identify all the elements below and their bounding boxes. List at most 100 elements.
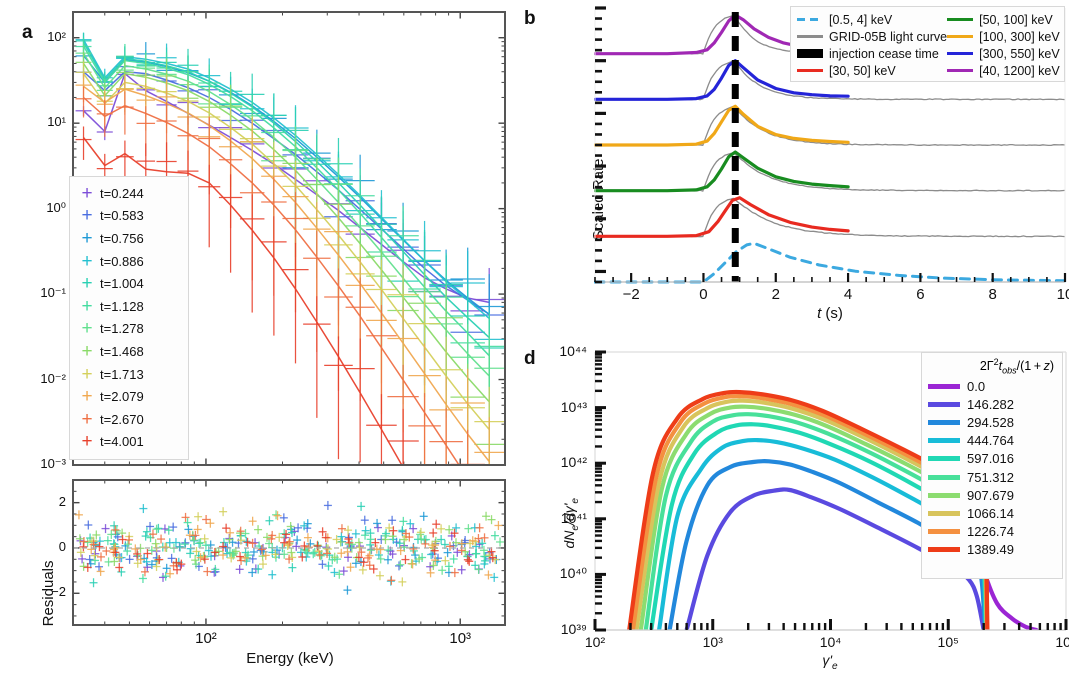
panel-d-legend-item[interactable]: 1389.49 — [928, 541, 1056, 559]
panel-a-legend-item[interactable]: + t=2.670 — [74, 408, 184, 431]
panel-d-xlabel: γ'e — [822, 652, 838, 672]
panel-d-legend-item[interactable]: 294.528 — [928, 413, 1056, 431]
line-swatch-icon — [947, 52, 974, 55]
panel-d-ytick: 10⁴⁴ — [559, 343, 587, 359]
line-swatch-icon — [947, 18, 974, 21]
panel-a-legend-item[interactable]: + t=4.001 — [74, 431, 184, 454]
line-swatch-icon — [928, 529, 960, 535]
line-swatch-icon — [928, 419, 960, 425]
panel-b-legend-label: [50, 100] keV — [979, 12, 1053, 27]
cross-marker-icon: + — [81, 408, 93, 430]
cross-marker-icon: + — [81, 386, 93, 408]
panel-a-resid-ytick: −2 — [51, 584, 66, 600]
panel-b-xtick: 4 — [843, 286, 853, 303]
panel-d-legend-item[interactable]: 0.0 — [928, 377, 1056, 395]
panel-b-xlabel: t (s) — [817, 305, 843, 322]
panel-a-legend-item[interactable]: + t=0.886 — [74, 250, 184, 273]
panel-b-xtick: 10 — [1056, 286, 1069, 303]
panel-a-legend-label: t=2.670 — [100, 411, 144, 427]
panel-a-resid-ytick: 0 — [58, 538, 66, 554]
panel-a-legend-label: t=1.128 — [100, 298, 144, 314]
line-swatch-icon — [928, 456, 960, 462]
panel-d-ytick: 10⁴⁰ — [559, 565, 587, 582]
cross-marker-icon: + — [81, 182, 93, 204]
line-swatch-icon — [797, 18, 823, 21]
panel-a-legend-item[interactable]: + t=1.004 — [74, 272, 184, 295]
panel-a-legend-item[interactable]: + t=0.244 — [74, 182, 184, 205]
panel-a-legend-label: t=0.886 — [100, 253, 144, 269]
cross-marker-icon: + — [81, 295, 93, 317]
panel-b-legend-item[interactable]: injection cease time — [797, 47, 947, 61]
panel-a-legend-label: t=1.278 — [100, 321, 144, 337]
cross-marker-icon: + — [81, 431, 93, 453]
panel-d-legend-item[interactable]: 907.679 — [928, 486, 1056, 504]
panel-d-ytick: 10⁴¹ — [560, 509, 587, 526]
panel-a-letter: a — [22, 22, 33, 43]
panel-b-xtick: 6 — [916, 286, 925, 303]
panel-a-legend-label: t=0.244 — [100, 185, 144, 201]
panel-d-ytick: 10³⁹ — [560, 621, 587, 637]
panel-d-letter: d — [524, 348, 536, 369]
panel-d-legend-item[interactable]: 1066.14 — [928, 504, 1056, 522]
panel-a-legend-item[interactable]: + t=0.583 — [74, 205, 184, 228]
line-swatch-icon — [928, 383, 960, 389]
panel-d-xtick: 10⁵ — [937, 634, 959, 650]
line-swatch-icon — [928, 510, 960, 516]
panel-b-legend-label: [40, 1200] keV — [979, 63, 1060, 78]
panel-b-legend-label: [30, 50] keV — [829, 63, 896, 78]
panel-d-legend-item[interactable]: 444.764 — [928, 432, 1056, 450]
panel-d-legend-item[interactable]: 597.016 — [928, 450, 1056, 468]
panel-b-legend-item[interactable]: [0.5, 4] keV — [797, 13, 947, 27]
panel-a-ytick: 10⁻¹ — [40, 285, 66, 301]
panel-b-legend-item[interactable]: [300, 550] keV — [947, 47, 1060, 61]
line-swatch-icon — [947, 69, 974, 72]
panel-a-legend-item[interactable]: + t=1.278 — [74, 318, 184, 341]
panel-b-legend-item[interactable]: [100, 300] keV — [947, 30, 1060, 44]
panel-a-ytick: 10⁻³ — [40, 456, 66, 471]
panel-a-legend-item[interactable]: + t=1.468 — [74, 340, 184, 363]
panel-d-plot — [593, 350, 1068, 632]
panel-a-legend-item[interactable]: + t=0.756 — [74, 227, 184, 250]
panel-a-legend-item[interactable]: + t=2.079 — [74, 385, 184, 408]
panel-b-legend-item[interactable]: [50, 100] keV — [947, 13, 1060, 27]
panel-d-legend-label: 1226.74 — [967, 524, 1014, 540]
panel-d-xtick: 10⁶ — [1055, 634, 1069, 650]
panel-a-legend-label: t=1.468 — [100, 343, 144, 359]
panel-a-legend-label: t=4.001 — [100, 434, 144, 450]
panel-b-xtick: 0 — [699, 286, 708, 303]
panel-a-legend-item[interactable]: + t=1.713 — [74, 363, 184, 386]
panel-b-legend-item[interactable]: [40, 1200] keV — [947, 64, 1060, 78]
panel-b-legend-label: [100, 300] keV — [979, 29, 1060, 44]
cross-marker-icon: + — [81, 318, 93, 340]
line-swatch-icon — [928, 547, 960, 553]
panel-d-legend-item[interactable]: 146.282 — [928, 395, 1056, 413]
panel-d-legend-label: 1066.14 — [967, 505, 1014, 521]
cross-marker-icon: + — [81, 273, 93, 295]
panel-a-xtick: 10³ — [449, 630, 472, 647]
panel-d-legend-label: 597.016 — [967, 451, 1014, 467]
panel-b-legend-label: injection cease time — [829, 46, 939, 61]
panel-b-legend-label: GRID-05B light curve — [829, 29, 948, 44]
panel-d-legend-label: 751.312 — [967, 469, 1014, 485]
panel-d-legend-item[interactable]: 1226.74 — [928, 523, 1056, 541]
line-swatch-icon — [928, 401, 960, 407]
cross-marker-icon: + — [81, 250, 93, 272]
panel-d-legend-label: 0.0 — [967, 378, 986, 394]
cross-marker-icon: + — [81, 340, 93, 362]
panel-b-legend-label: [300, 550] keV — [979, 46, 1060, 61]
panel-b-legend-item[interactable]: [30, 50] keV — [797, 64, 947, 78]
panel-a-legend-item[interactable]: + t=1.128 — [74, 295, 184, 318]
panel-a-xtick: 10² — [195, 630, 217, 647]
panel-b-legend-item[interactable]: GRID-05B light curve — [797, 30, 947, 44]
panel-d-legend-item[interactable]: 751.312 — [928, 468, 1056, 486]
panel-d-legend-label: 146.282 — [967, 396, 1014, 412]
panel-a-ytick: 10² — [47, 28, 66, 44]
panel-d-legend-label: 444.764 — [967, 433, 1014, 449]
panel-a-resid-ytick: 2 — [58, 493, 66, 509]
panel-d-legend-title: 2Γ2tobs/(1 + z) — [979, 356, 1054, 376]
panel-b-legend-label: [0.5, 4] keV — [829, 12, 893, 27]
panel-a-legend-label: t=1.713 — [100, 366, 144, 382]
panel-d-xtick: 10⁴ — [819, 634, 842, 650]
line-swatch-icon — [797, 69, 823, 72]
